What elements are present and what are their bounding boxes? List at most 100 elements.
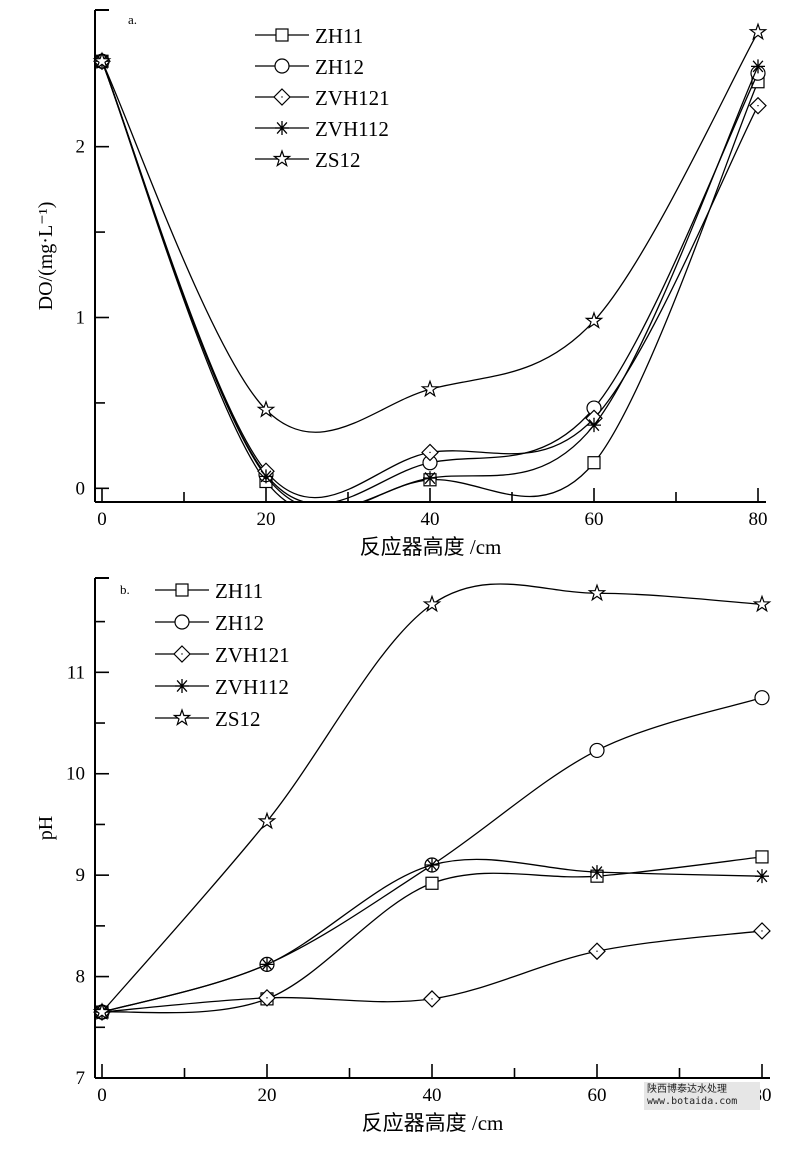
x-tick-label: 0 — [97, 509, 107, 530]
panel-label: b. — [120, 582, 130, 597]
legend-item-zvh112: ZVH112 — [255, 117, 389, 141]
y-tick-label: 9 — [76, 865, 86, 886]
data-point-zh12 — [754, 690, 770, 706]
legend-label: ZS12 — [315, 148, 361, 172]
data-point-zvh112 — [755, 869, 769, 884]
legend-label: ZH12 — [215, 611, 264, 635]
legend-label: ZVH121 — [215, 643, 290, 667]
x-tick-label: 60 — [588, 1085, 607, 1106]
legend-label: ZH11 — [215, 579, 263, 603]
legend-item-zvh121: ZVH121 — [255, 86, 390, 110]
data-point-zvh112 — [425, 858, 439, 873]
legend-label: ZH11 — [315, 24, 363, 48]
watermark: 陕西博泰达水处理 www.botaida.com — [644, 1082, 760, 1110]
series-line-zs12 — [101, 583, 763, 1013]
data-point-zvh121-dot — [431, 998, 433, 1000]
y-tick-label: 11 — [67, 662, 85, 683]
x-tick-label: 20 — [258, 1085, 277, 1106]
y-tick-label: 0 — [76, 478, 86, 499]
x-tick-label: 40 — [423, 1085, 442, 1106]
legend-item-zvh112: ZVH112 — [155, 675, 289, 699]
data-point-zvh121-dot — [266, 997, 268, 999]
data-point-zvh112 — [751, 59, 765, 74]
x-tick-label: 0 — [97, 1085, 107, 1106]
x-tick-label: 80 — [749, 509, 768, 530]
series-zh12 — [94, 53, 766, 501]
legend-item-zs12: ZS12 — [155, 707, 261, 731]
data-point-zs12 — [422, 594, 442, 613]
data-point-zvh121-dot — [757, 104, 759, 107]
series-zh12 — [94, 690, 770, 1020]
legend-marker-square — [275, 28, 289, 42]
y-tick-label: 1 — [76, 308, 86, 329]
y-tick-label: 10 — [66, 764, 85, 785]
data-point-zvh112 — [423, 471, 437, 486]
x-axis-label: 反应器高度 /cm — [362, 1111, 504, 1135]
x-tick-label: 20 — [257, 509, 276, 530]
series-zs12 — [92, 583, 772, 1021]
data-point-zs12 — [748, 22, 768, 41]
watermark-line2: www.botaida.com — [647, 1096, 738, 1107]
y-tick-label: 7 — [76, 1068, 86, 1089]
data-point-zs12 — [92, 1002, 112, 1021]
legend-marker-diamond-dot — [181, 653, 183, 655]
series-zvh112 — [95, 54, 765, 501]
data-point-zvh112 — [587, 418, 601, 433]
legend-marker-star — [172, 708, 192, 727]
legend-label: ZS12 — [215, 707, 261, 731]
data-point-zvh112 — [259, 469, 273, 484]
legend-label: ZVH112 — [315, 117, 389, 141]
legend-marker-asterisk — [175, 679, 189, 693]
legend-label: ZVH112 — [215, 675, 289, 699]
data-point-zs12 — [257, 811, 277, 830]
data-point-zvh121-dot — [596, 950, 598, 952]
y-tick-label: 2 — [76, 137, 86, 158]
data-point-zh12 — [589, 742, 605, 759]
x-tick-label: 60 — [585, 509, 604, 530]
panel-label: a. — [128, 12, 137, 27]
series-line-zh12 — [101, 61, 759, 501]
legend-marker-circle — [274, 58, 290, 74]
panel-a: 0 20 40 60 80 0 1 2 a. 反应器高度 /cm DO/(mg·L⁻¹) ZH11 ZH… — [35, 9, 768, 559]
legend-marker-asterisk — [275, 121, 289, 135]
data-point-zvh112 — [590, 865, 604, 880]
data-point-zvh121-dot — [429, 451, 431, 454]
legend-label: ZH12 — [315, 55, 364, 79]
data-point-zs12 — [256, 399, 276, 418]
series-line-zh12 — [101, 697, 763, 1013]
legend-label: ZVH121 — [315, 86, 390, 110]
data-point-zh11 — [755, 850, 769, 864]
legend-item-zvh121: ZVH121 — [155, 643, 290, 667]
legend-marker-square — [175, 583, 189, 597]
legend-marker-circle — [174, 614, 190, 630]
data-point-zs12 — [420, 379, 440, 398]
data-point-zvh121-dot — [761, 930, 763, 932]
series-zvh121 — [93, 52, 767, 499]
data-point-zs12 — [584, 311, 604, 329]
series-zvh121 — [93, 922, 771, 1021]
data-point-zvh112 — [260, 957, 274, 972]
legend-item-zs12: ZS12 — [255, 148, 361, 172]
x-tick-label: 40 — [421, 509, 440, 530]
series-line-zvh121 — [101, 61, 759, 499]
legend-item-zh11: ZH11 — [255, 24, 363, 48]
y-axis-label: pH — [35, 816, 57, 840]
data-point-zh11 — [425, 876, 439, 890]
x-axis-label: 反应器高度 /cm — [360, 535, 502, 559]
series-line-zvh112 — [101, 61, 759, 501]
data-point-zs12 — [752, 594, 772, 613]
legend-item-zh12: ZH12 — [255, 55, 364, 79]
y-tick-label: 8 — [76, 967, 86, 988]
legend-marker-star — [272, 149, 292, 167]
watermark-line1: 陕西博泰达水处理 — [647, 1084, 727, 1095]
legend-item-zh12: ZH12 — [155, 611, 264, 635]
series-line-zs12 — [101, 31, 759, 433]
data-point-zs12 — [92, 51, 112, 70]
y-axis-label: DO/(mg·L⁻¹) — [35, 202, 57, 311]
data-point-zh11 — [587, 456, 601, 470]
legend-item-zh11: ZH11 — [155, 579, 263, 603]
series-zs12 — [92, 22, 768, 433]
